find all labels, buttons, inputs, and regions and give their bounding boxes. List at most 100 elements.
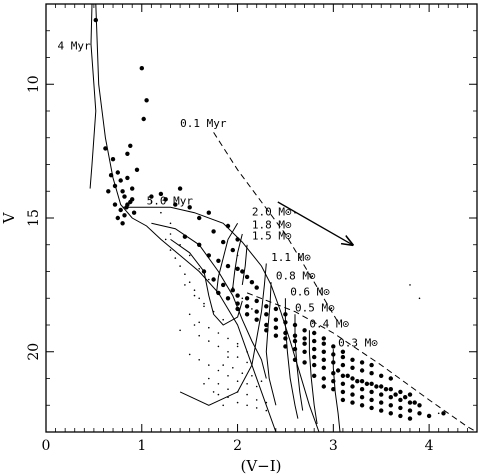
point-s0-13 bbox=[120, 189, 125, 194]
point-s0-65 bbox=[254, 309, 259, 314]
point-s1-34 bbox=[217, 369, 220, 372]
point-s0-50 bbox=[254, 285, 259, 290]
annotation-2: 5.0 Myr bbox=[147, 195, 194, 208]
point-s0-124 bbox=[331, 379, 336, 384]
point-s0-44 bbox=[216, 258, 221, 263]
point-s0-108 bbox=[388, 376, 393, 381]
point-s0-135 bbox=[331, 387, 336, 392]
point-s1-7 bbox=[198, 297, 200, 300]
point-s0-163 bbox=[441, 411, 446, 416]
point-s0-17 bbox=[106, 189, 111, 194]
curve-11 bbox=[294, 314, 304, 411]
x-tick-label-3: 3 bbox=[329, 438, 338, 454]
curve-2 bbox=[122, 206, 320, 433]
point-s0-45 bbox=[225, 263, 231, 269]
point-s1-59 bbox=[227, 356, 229, 358]
point-s1-18 bbox=[222, 318, 224, 321]
point-s1-15 bbox=[193, 294, 196, 297]
point-s1-74 bbox=[212, 391, 215, 393]
point-s0-49 bbox=[249, 280, 255, 285]
point-s0-51 bbox=[201, 269, 207, 274]
point-s1-11 bbox=[188, 254, 191, 257]
point-s0-19 bbox=[112, 202, 118, 207]
point-s0-132 bbox=[407, 400, 413, 405]
point-s0-145 bbox=[426, 413, 432, 419]
point-s0-77 bbox=[273, 325, 279, 330]
point-s0-21 bbox=[122, 213, 127, 218]
point-s1-67 bbox=[160, 211, 162, 214]
point-s0-78 bbox=[283, 330, 288, 336]
point-s0-102 bbox=[331, 360, 336, 365]
point-s0-10 bbox=[115, 170, 121, 175]
point-s1-47 bbox=[227, 396, 229, 399]
point-s0-41 bbox=[182, 234, 188, 239]
point-s0-114 bbox=[340, 373, 346, 378]
point-s0-9 bbox=[110, 157, 116, 162]
point-s0-101 bbox=[321, 357, 326, 362]
point-s1-54 bbox=[241, 372, 244, 375]
annotation-9: 0.5 M⊙ bbox=[295, 302, 335, 315]
point-s0-103 bbox=[340, 362, 346, 368]
point-s0-7 bbox=[134, 167, 140, 172]
point-s0-31 bbox=[187, 205, 192, 210]
point-s0-73 bbox=[235, 306, 240, 312]
point-s0-6 bbox=[128, 143, 133, 148]
point-s0-88 bbox=[292, 338, 298, 344]
point-s1-41 bbox=[227, 388, 229, 391]
point-s0-152 bbox=[398, 413, 403, 419]
annotation-8: 0.6 M⊙ bbox=[290, 286, 330, 299]
point-s0-92 bbox=[331, 352, 336, 357]
point-s0-30 bbox=[173, 202, 178, 207]
point-s0-160 bbox=[393, 392, 398, 397]
point-s1-8 bbox=[203, 305, 205, 308]
point-s0-55 bbox=[235, 293, 240, 298]
point-s0-81 bbox=[312, 338, 317, 344]
point-s0-143 bbox=[407, 408, 413, 413]
point-s1-48 bbox=[236, 401, 239, 404]
point-s1-23 bbox=[227, 337, 229, 340]
curve-15 bbox=[246, 292, 478, 433]
curve-7 bbox=[241, 244, 248, 285]
point-s0-130 bbox=[388, 395, 393, 400]
point-s0-158 bbox=[374, 384, 379, 389]
point-s0-91 bbox=[321, 349, 326, 354]
point-s0-71 bbox=[312, 330, 317, 336]
point-s1-52 bbox=[222, 364, 224, 366]
point-s0-70 bbox=[302, 328, 307, 333]
point-s0-48 bbox=[244, 274, 250, 280]
point-s0-34 bbox=[235, 237, 240, 242]
point-s0-53 bbox=[221, 282, 226, 288]
point-s1-27 bbox=[217, 345, 220, 348]
point-s0-26 bbox=[120, 221, 125, 226]
point-s1-21 bbox=[208, 326, 210, 329]
y-tick-label-1: 15 bbox=[26, 209, 42, 227]
point-s1-6 bbox=[193, 289, 196, 292]
point-s0-40 bbox=[230, 247, 235, 253]
point-s1-61 bbox=[246, 351, 248, 353]
curve-4 bbox=[170, 238, 243, 326]
annotations: 4 Myr 0.1 Myr 5.0 Myr 2.0 M⊙1.8 M⊙1.5 M⊙ 1.1… bbox=[58, 40, 378, 350]
point-s0-139 bbox=[369, 397, 374, 403]
annotation-5: 1.5 M⊙ bbox=[252, 229, 292, 242]
point-s0-104 bbox=[350, 365, 355, 370]
point-s1-55 bbox=[251, 375, 253, 377]
point-s1-3 bbox=[179, 265, 181, 267]
point-s0-66 bbox=[264, 312, 269, 317]
y-axis-title: V bbox=[0, 211, 18, 224]
axis-ticks: 0 1 2 3 4 10 15 20 bbox=[26, 4, 477, 454]
point-s0-56 bbox=[244, 296, 250, 301]
point-s0-156 bbox=[355, 379, 360, 384]
point-s0-5 bbox=[125, 151, 130, 156]
point-s0-146 bbox=[340, 397, 346, 403]
point-s1-68 bbox=[150, 201, 153, 203]
point-s0-127 bbox=[359, 387, 365, 392]
curve-0 bbox=[89, 3, 97, 189]
point-s1-50 bbox=[255, 407, 258, 409]
point-s0-115 bbox=[350, 376, 355, 381]
point-s1-16 bbox=[203, 302, 205, 305]
point-s1-63 bbox=[241, 297, 244, 300]
point-s0-98 bbox=[292, 346, 298, 352]
point-s0-2 bbox=[144, 98, 149, 103]
point-s0-35 bbox=[158, 191, 164, 197]
point-s1-62 bbox=[232, 286, 234, 289]
